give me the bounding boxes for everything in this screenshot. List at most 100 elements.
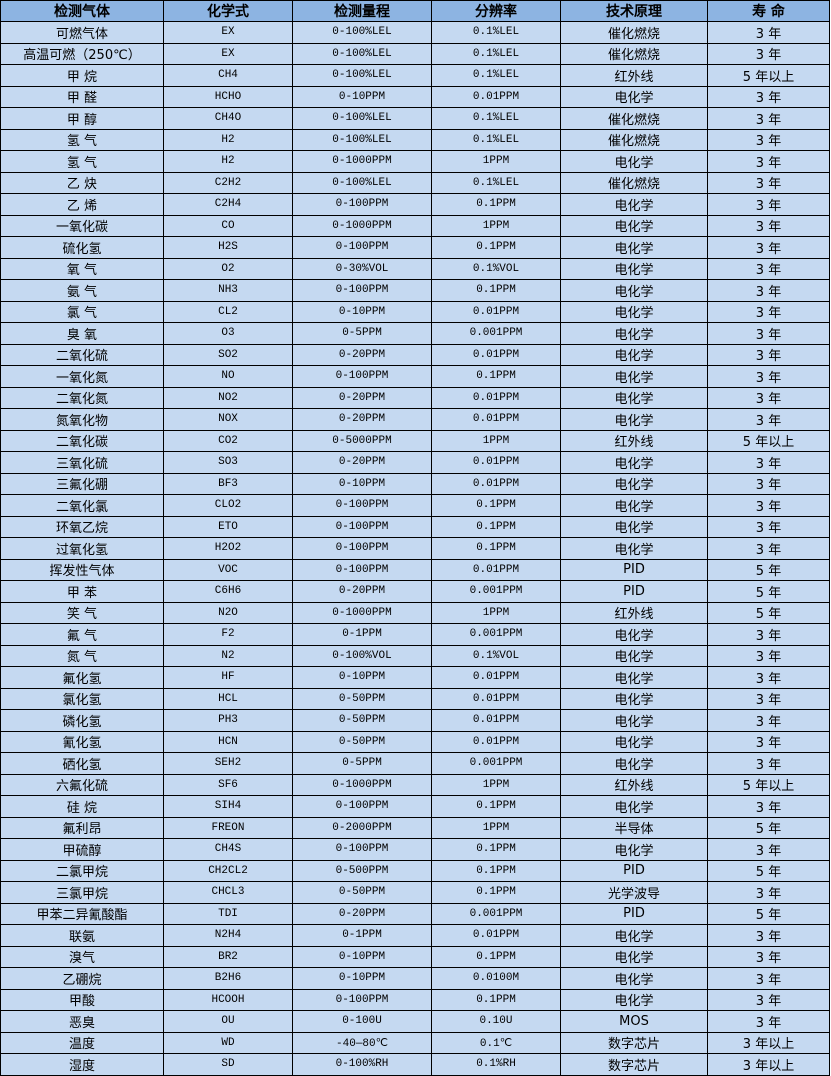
formula-cell: TDI <box>163 902 293 925</box>
formula-cell: CHCL3 <box>163 881 293 904</box>
range-cell: 0-1PPM <box>292 924 432 947</box>
formula-cell: ETO <box>163 515 293 538</box>
range-cell: 0-50PPM <box>292 730 432 753</box>
resolution-cell: 0.01PPM <box>431 85 561 108</box>
resolution-cell: 0.1%LEL <box>431 21 561 44</box>
gas-name-cell: 氨 气 <box>0 279 164 302</box>
table-row: 乙 烯 C2H4 0-100PPM 0.1PPM 电化学 3 年 <box>0 193 830 216</box>
gas-name-cell: 硒化氢 <box>0 752 164 775</box>
table-header-row: 检测气体 化学式 检测量程 分辨率 技术原理 寿 命 <box>0 0 830 22</box>
gas-name-cell: 氯 气 <box>0 300 164 323</box>
resolution-cell: 0.0100M <box>431 967 561 990</box>
formula-cell: CH2CL2 <box>163 859 293 882</box>
formula-cell: H2 <box>163 128 293 151</box>
formula-cell: C2H4 <box>163 193 293 216</box>
gas-name-cell: 甲 烷 <box>0 64 164 87</box>
resolution-cell: 0.01PPM <box>431 300 561 323</box>
principle-cell: 电化学 <box>560 537 708 560</box>
gas-name-cell: 高温可燃（250℃） <box>0 42 164 65</box>
range-cell: 0-100PPM <box>292 537 432 560</box>
gas-name-cell: 过氧化氢 <box>0 537 164 560</box>
lifespan-cell: 3 年 <box>707 881 830 904</box>
table-row: 湿度 SD 0-100%RH 0.1%RH 数字芯片 3 年以上 <box>0 1053 830 1076</box>
lifespan-cell: 3 年 <box>707 300 830 323</box>
lifespan-cell: 3 年 <box>707 236 830 259</box>
lifespan-cell: 3 年 <box>707 666 830 689</box>
principle-cell: 催化燃烧 <box>560 128 708 151</box>
range-cell: 0-100PPM <box>292 558 432 581</box>
table-row: 甲 苯 C6H6 0-20PPM 0.001PPM PID 5 年 <box>0 580 830 603</box>
principle-cell: 电化学 <box>560 515 708 538</box>
lifespan-cell: 3 年 <box>707 386 830 409</box>
formula-cell: SD <box>163 1053 293 1076</box>
principle-cell: 电化学 <box>560 214 708 237</box>
gas-name-cell: 一氧化氮 <box>0 365 164 388</box>
formula-cell: NO2 <box>163 386 293 409</box>
table-row: 可燃气体 EX 0-100%LEL 0.1%LEL 催化燃烧 3 年 <box>0 21 830 44</box>
formula-cell: BR2 <box>163 945 293 968</box>
principle-cell: 电化学 <box>560 795 708 818</box>
table-row: 氨 气 NH3 0-100PPM 0.1PPM 电化学 3 年 <box>0 279 830 302</box>
formula-cell: C6H6 <box>163 580 293 603</box>
principle-cell: PID <box>560 902 708 925</box>
gas-name-cell: 恶臭 <box>0 1010 164 1033</box>
lifespan-cell: 5 年 <box>707 859 830 882</box>
resolution-cell: 0.1PPM <box>431 365 561 388</box>
range-cell: 0-30%VOL <box>292 257 432 280</box>
resolution-cell: 1PPM <box>431 601 561 624</box>
formula-cell: OU <box>163 1010 293 1033</box>
lifespan-cell: 3 年 <box>707 214 830 237</box>
table-row: 甲苯二异氰酸酯 TDI 0-20PPM 0.001PPM PID 5 年 <box>0 902 830 925</box>
range-cell: 0-5PPM <box>292 322 432 345</box>
resolution-cell: 0.01PPM <box>431 687 561 710</box>
range-cell: 0-100%VOL <box>292 644 432 667</box>
range-cell: 0-1000PPM <box>292 601 432 624</box>
lifespan-cell: 3 年 <box>707 988 830 1011</box>
lifespan-cell: 3 年 <box>707 644 830 667</box>
principle-cell: 电化学 <box>560 451 708 474</box>
resolution-cell: 1PPM <box>431 773 561 796</box>
principle-cell: 电化学 <box>560 945 708 968</box>
gas-name-cell: 硅 烷 <box>0 795 164 818</box>
range-cell: 0-20PPM <box>292 902 432 925</box>
principle-cell: 电化学 <box>560 494 708 517</box>
formula-cell: HCL <box>163 687 293 710</box>
principle-cell: 光学波导 <box>560 881 708 904</box>
range-cell: 0-100%LEL <box>292 171 432 194</box>
range-cell: 0-20PPM <box>292 451 432 474</box>
gas-name-cell: 臭 氧 <box>0 322 164 345</box>
principle-cell: 电化学 <box>560 472 708 495</box>
principle-cell: 催化燃烧 <box>560 21 708 44</box>
gas-name-cell: 三氯甲烷 <box>0 881 164 904</box>
gas-name-cell: 氮 气 <box>0 644 164 667</box>
lifespan-cell: 3 年 <box>707 365 830 388</box>
table-row: 挥发性气体 VOC 0-100PPM 0.01PPM PID 5 年 <box>0 558 830 581</box>
formula-cell: CH4O <box>163 107 293 130</box>
table-row: 氧 气 O2 0-30%VOL 0.1%VOL 电化学 3 年 <box>0 257 830 280</box>
resolution-cell: 0.01PPM <box>431 472 561 495</box>
formula-cell: PH3 <box>163 709 293 732</box>
gas-name-cell: 二氯甲烷 <box>0 859 164 882</box>
formula-cell: VOC <box>163 558 293 581</box>
principle-cell: 数字芯片 <box>560 1053 708 1076</box>
gas-name-cell: 笑 气 <box>0 601 164 624</box>
gas-name-cell: 氟利昂 <box>0 816 164 839</box>
formula-cell: CLO2 <box>163 494 293 517</box>
gas-name-cell: 氧 气 <box>0 257 164 280</box>
table-row: 二氧化硫 SO2 0-20PPM 0.01PPM 电化学 3 年 <box>0 343 830 366</box>
table-row: 氰化氢 HCN 0-50PPM 0.01PPM 电化学 3 年 <box>0 730 830 753</box>
lifespan-cell: 3 年 <box>707 257 830 280</box>
table-row: 高温可燃（250℃） EX 0-100%LEL 0.1%LEL 催化燃烧 3 年 <box>0 42 830 65</box>
range-cell: 0-20PPM <box>292 343 432 366</box>
table-row: 乙 炔 C2H2 0-100%LEL 0.1%LEL 催化燃烧 3 年 <box>0 171 830 194</box>
range-cell: 0-1000PPM <box>292 150 432 173</box>
gas-name-cell: 挥发性气体 <box>0 558 164 581</box>
gas-name-cell: 氢 气 <box>0 128 164 151</box>
lifespan-cell: 5 年 <box>707 902 830 925</box>
lifespan-cell: 3 年 <box>707 945 830 968</box>
column-header-gas: 检测气体 <box>0 0 164 22</box>
lifespan-cell: 3 年 <box>707 838 830 861</box>
principle-cell: 电化学 <box>560 365 708 388</box>
principle-cell: 电化学 <box>560 322 708 345</box>
resolution-cell: 0.01PPM <box>431 730 561 753</box>
